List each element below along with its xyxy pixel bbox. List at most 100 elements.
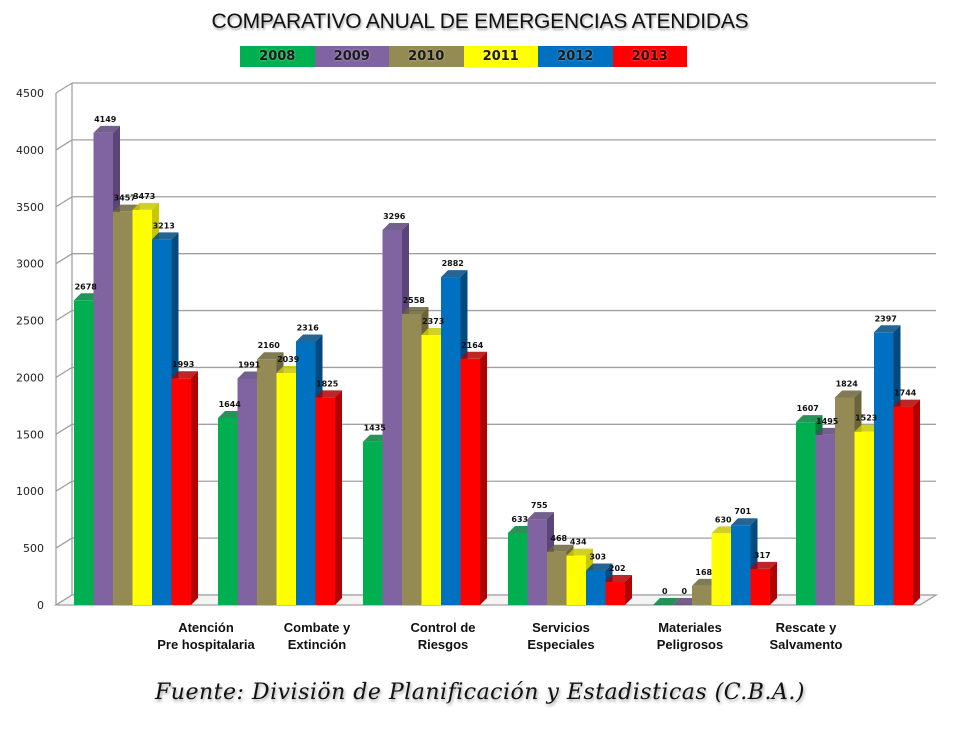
- bar-top: [152, 232, 179, 240]
- category-label: Combate y: [284, 620, 351, 635]
- category-label: Control de: [411, 620, 476, 635]
- bar-top: [835, 390, 862, 398]
- legend-item-2008: 2008: [240, 46, 315, 67]
- category-label: Rescate y: [776, 620, 837, 635]
- bar-top: [527, 512, 554, 520]
- category-label: Riesgos: [418, 637, 469, 652]
- bar-top: [605, 575, 632, 583]
- bar: [508, 532, 528, 605]
- data-label: 1435: [364, 424, 387, 433]
- data-label: 434: [570, 538, 587, 547]
- bar: [731, 525, 751, 605]
- bars: [74, 125, 920, 605]
- data-label: 168: [695, 568, 712, 577]
- y-tick-label: 1000: [16, 485, 44, 498]
- bar: [276, 373, 296, 605]
- data-label: 0: [662, 587, 668, 596]
- bar: [692, 585, 712, 605]
- bar-top: [547, 544, 574, 552]
- data-label: 468: [550, 534, 567, 543]
- bar: [315, 397, 335, 605]
- data-label: 630: [715, 515, 732, 524]
- legend: 2008 2009 2010 2011 2012 2013: [240, 46, 687, 68]
- y-tick-label: 0: [37, 599, 44, 612]
- bar-top: [750, 561, 777, 569]
- bar: [815, 434, 835, 605]
- data-label: 3296: [383, 212, 406, 221]
- category-label: Peligrosos: [657, 637, 723, 652]
- bar-side: [335, 390, 342, 605]
- bar-top: [257, 352, 284, 360]
- data-label: 303: [589, 553, 606, 562]
- bar: [586, 570, 606, 605]
- bar: [402, 313, 422, 605]
- y-axis-ticks: 0 500 1000 1500 2000 2500 3000 3500 4000 4500: [16, 87, 44, 612]
- bar: [460, 358, 480, 605]
- data-label: 1523: [855, 414, 877, 423]
- bar-top: [586, 563, 613, 571]
- bar-top: [893, 399, 920, 407]
- gridline-diag: [55, 366, 73, 378]
- data-label: 4149: [94, 115, 117, 124]
- gridline-diag: [55, 423, 73, 435]
- bar: [750, 568, 770, 605]
- bar: [421, 335, 441, 605]
- category-label: Salvamento: [770, 637, 843, 652]
- bar: [93, 132, 113, 605]
- data-label: 1607: [797, 404, 819, 413]
- bar-top: [566, 548, 593, 556]
- category-label: Materiales: [658, 620, 722, 635]
- bar-top: [93, 125, 120, 133]
- bar-top: [171, 371, 198, 379]
- data-label: 0: [681, 587, 687, 596]
- data-label: 1644: [219, 400, 242, 409]
- gridline-diag: [55, 253, 73, 265]
- bar: [835, 397, 855, 605]
- y-tick-label: 2500: [16, 315, 44, 328]
- source-footer: Fuente: Divisiön de Planificación y Esta…: [155, 680, 805, 705]
- bar: [218, 417, 238, 605]
- bar: [893, 406, 913, 605]
- bar: [441, 277, 461, 605]
- bar-top: [653, 598, 680, 605]
- bar-side: [625, 575, 632, 605]
- category-label: Atención: [178, 620, 234, 635]
- bar: [132, 209, 152, 605]
- bar-top: [132, 202, 159, 210]
- bar: [566, 555, 586, 605]
- gridline-diag: [55, 196, 73, 208]
- y-tick-label: 1500: [16, 428, 44, 441]
- data-label: 2316: [297, 323, 320, 332]
- data-label: 2039: [277, 355, 300, 364]
- bar: [74, 300, 94, 605]
- bar-side: [913, 399, 920, 605]
- bar-top: [796, 415, 823, 423]
- bar-side: [191, 371, 198, 605]
- data-label: 755: [531, 501, 548, 510]
- y-tick-label: 2000: [16, 371, 44, 384]
- data-label: 633: [511, 515, 528, 524]
- bar-top: [874, 325, 901, 333]
- data-label: 2160: [258, 341, 281, 350]
- bar-top: [296, 334, 323, 342]
- y-tick-label: 500: [23, 542, 44, 555]
- bar-top: [315, 390, 342, 398]
- legend-item-2011: 2011: [463, 46, 538, 67]
- data-label: 3457: [114, 194, 136, 203]
- gridline-diag: [55, 537, 73, 549]
- data-label: 2164: [461, 341, 484, 350]
- legend-item-2010: 2010: [389, 46, 464, 67]
- data-label: 317: [754, 551, 771, 560]
- gridline-diag: [55, 480, 73, 492]
- y-tick-label: 3500: [16, 201, 44, 214]
- data-label: 2373: [422, 317, 444, 326]
- gridline-diag: [55, 310, 73, 322]
- y-tick-label: 4000: [16, 144, 44, 157]
- bar-top: [441, 270, 468, 278]
- bar: [547, 551, 567, 605]
- bar: [363, 441, 383, 605]
- bar: [296, 341, 316, 605]
- bar: [796, 422, 816, 605]
- y-tick-label: 3000: [16, 258, 44, 271]
- gridline-diag: [55, 139, 73, 151]
